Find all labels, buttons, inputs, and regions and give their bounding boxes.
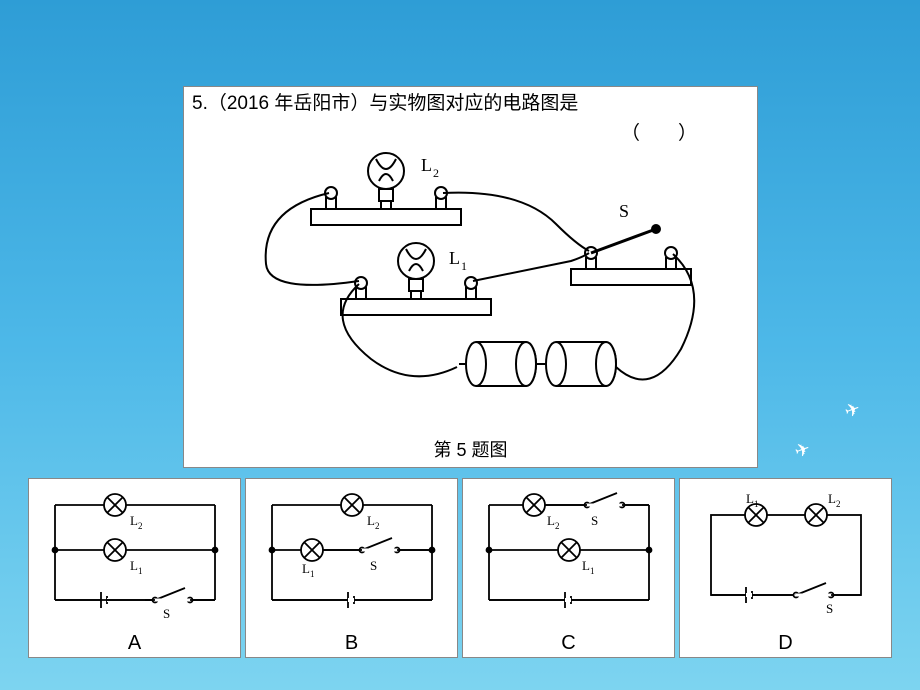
circuit-d: L 1 L 2 S [686, 485, 886, 625]
option-label: A [128, 632, 141, 655]
paper-plane-icon: ✈ [792, 438, 813, 463]
svg-text:1: 1 [590, 566, 595, 576]
circuit-b: L 2 L 1 S [252, 485, 452, 625]
options-row: L 2 L 1 [28, 478, 892, 658]
svg-text:1: 1 [754, 499, 759, 509]
circuit-c: L 2 S L 1 [469, 485, 669, 625]
option-label: D [778, 632, 792, 655]
physical-circuit-diagram: L 2 L 1 [184, 149, 757, 434]
svg-text:S: S [163, 606, 170, 621]
svg-text:L: L [367, 513, 375, 528]
option-label: C [561, 632, 575, 655]
option-b: L 2 L 1 S [245, 478, 458, 658]
svg-text:1: 1 [310, 569, 315, 579]
svg-text:L: L [130, 558, 138, 573]
svg-text:S: S [619, 201, 629, 221]
paper-plane-icon: ✈ [842, 398, 863, 423]
svg-text:1: 1 [461, 259, 467, 273]
svg-text:L: L [547, 513, 555, 528]
option-label: B [345, 632, 358, 655]
svg-text:L: L [828, 491, 836, 506]
svg-text:2: 2 [375, 521, 380, 531]
answer-blank: （ ） [184, 118, 757, 145]
svg-text:S: S [370, 558, 377, 573]
question-stem: 5.（2016 年岳阳市）与实物图对应的电路图是 [184, 87, 757, 118]
svg-text:S: S [591, 513, 598, 528]
svg-text:1: 1 [138, 566, 143, 576]
svg-text:L: L [130, 513, 138, 528]
option-d: L 1 L 2 S [679, 478, 892, 658]
svg-text:2: 2 [433, 166, 439, 180]
figure-caption: 第 5 题图 [184, 436, 757, 462]
svg-text:L: L [582, 558, 590, 573]
svg-text:L: L [302, 561, 310, 576]
option-c: L 2 S L 1 [462, 478, 675, 658]
svg-text:L: L [421, 155, 432, 175]
svg-text:2: 2 [138, 521, 143, 531]
svg-text:2: 2 [836, 499, 841, 509]
svg-text:L: L [746, 491, 754, 506]
circuit-a: L 2 L 1 [35, 485, 235, 625]
question-card: 5.（2016 年岳阳市）与实物图对应的电路图是 （ ） L 2 [183, 86, 758, 468]
option-a: L 2 L 1 [28, 478, 241, 658]
svg-text:L: L [449, 248, 460, 268]
svg-text:2: 2 [555, 521, 560, 531]
svg-text:S: S [826, 601, 833, 616]
